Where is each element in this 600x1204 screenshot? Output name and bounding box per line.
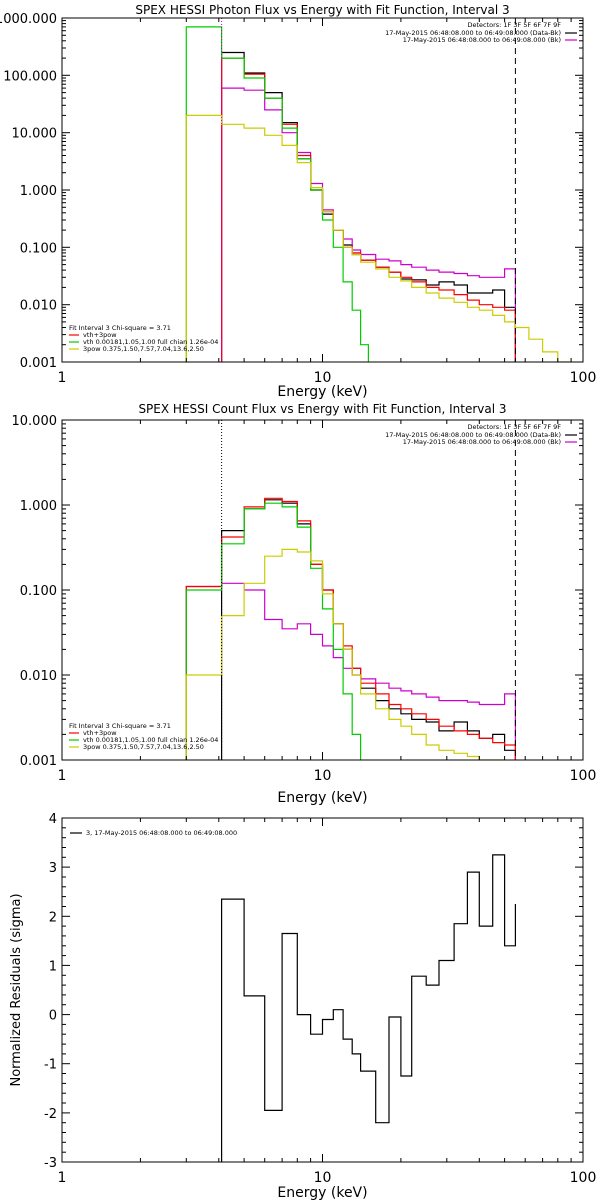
chart2-ytick-label: 0.001	[20, 754, 57, 769]
chart3-ytick-label: -2	[44, 1107, 57, 1122]
chart3-ytick-label: 0	[49, 1009, 57, 1024]
chart2-xtick-label: 1	[58, 768, 67, 784]
chart2-ytick-label: 10.000	[12, 414, 58, 429]
chart3-ylabel: Normalized Residuals (sigma)	[9, 893, 24, 1086]
chart2-legend-entry: vth+3pow	[83, 729, 117, 737]
chart2-series-3	[185, 502, 362, 760]
chart1-ytick-label: 0.100	[20, 241, 57, 256]
chart3-ytick-label: -1	[44, 1058, 57, 1073]
chart1-series-4	[185, 114, 572, 362]
chart1-ytick-label: 0.010	[20, 299, 57, 314]
chart2-ytick-label: 0.010	[20, 669, 57, 684]
chart3-ytick-label: 3	[49, 861, 57, 876]
chart1-legend-header: Fit Interval 3 Chi-square = 3.71	[69, 324, 171, 332]
chart1-legend-entry: 17-May-2015 06:48:08.000 to 06:49:08.000…	[385, 29, 561, 37]
chart3-xtick-label: 10	[314, 1170, 332, 1186]
chart2-xtick-label: 100	[570, 768, 597, 784]
chart2-series-4	[185, 548, 505, 760]
chart1-series-1	[221, 87, 516, 362]
chart1-ytick-label: 1.000	[20, 184, 57, 199]
chart3-ytick-label: 1	[49, 959, 57, 974]
chart2-legend-entry: 17-May-2015 06:48:08.000 to 06:49:08.000…	[385, 431, 561, 439]
chart2-legend-header: Detectors: 1F 3F 5F 6F 7F 9F	[467, 423, 561, 431]
chart1-xtick-label: 1	[58, 370, 67, 386]
chart3-series-0	[221, 854, 516, 1162]
chart3-xtick-label: 100	[570, 1170, 597, 1186]
chart2-legend-header: Fit Interval 3 Chi-square = 3.71	[69, 722, 171, 730]
chart3-xlabel: Energy (keV)	[277, 1185, 367, 1200]
chart2-legend-entry: vth 0.00181,1.05,1.00 full chian 1.26e-0…	[83, 736, 218, 744]
chart1-legend-header: Detectors: 1F 3F 5F 6F 7F 9F	[467, 21, 561, 29]
chart1-ytick-label: 10.000	[12, 127, 58, 142]
chart1-ytick-label: 0.001	[20, 356, 57, 371]
chart1-xlabel: Energy (keV)	[277, 384, 367, 400]
chart1-legend-entry: vth+3pow	[83, 331, 117, 339]
chart2-xtick-label: 10	[314, 768, 332, 784]
chart1-ytick-label: 100.000	[3, 69, 57, 84]
chart1-legend-entry: 3pow 0.375,1.50,7.57,7.04,13.6,2.50	[83, 345, 204, 353]
chart1-xtick-label: 10	[314, 370, 332, 386]
chart2-ytick-label: 0.100	[20, 584, 57, 599]
chart2-title: SPEX HESSI Count Flux vs Energy with Fit…	[138, 402, 506, 416]
chart1-legend-entry: 17-May-2015 06:48:08.000 to 06:49:08.000…	[403, 36, 561, 44]
chart3-xtick-label: 1	[58, 1170, 67, 1186]
chart1-ytick-label: 1000.000	[0, 12, 57, 27]
chart2-legend-entry: 3pow 0.375,1.50,7.57,7.04,13.6,2.50	[83, 743, 204, 751]
chart1-legend-entry: vth 0.00181,1.05,1.00 full chian 1.26e-0…	[83, 338, 218, 346]
chart3-ytick-label: 4	[49, 812, 57, 827]
chart3-legend-entry: 3, 17-May-2015 06:48:08.000 to 06:49:08.…	[86, 829, 237, 837]
chart2-series-2	[185, 497, 516, 760]
chart2-ytick-label: 1.000	[20, 499, 57, 514]
chart3-ytick-label: 2	[49, 910, 57, 925]
chart2-xlabel: Energy (keV)	[277, 790, 367, 806]
chart1-xtick-label: 100	[570, 370, 597, 386]
chart1-title: SPEX HESSI Photon Flux vs Energy with Fi…	[135, 3, 509, 17]
chart3-ytick-label: -3	[44, 1156, 57, 1171]
chart2-legend-entry: 17-May-2015 06:48:08.000 to 06:49:08.000…	[403, 438, 561, 446]
